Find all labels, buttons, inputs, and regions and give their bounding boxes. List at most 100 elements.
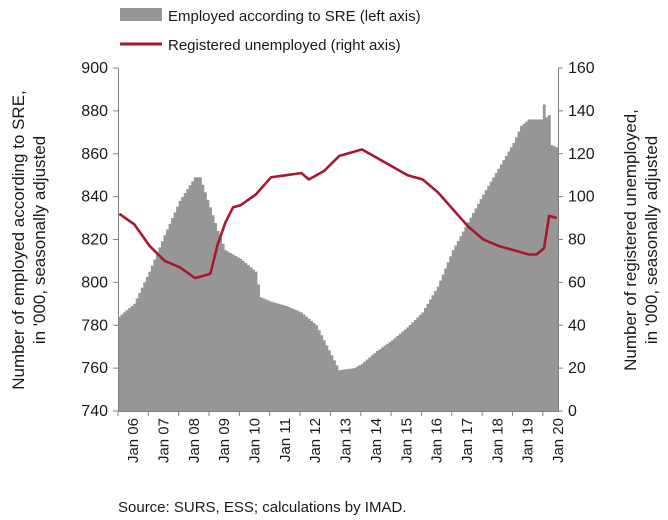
employed-bar — [214, 223, 217, 411]
employed-bar — [264, 299, 268, 411]
employed-bar — [451, 250, 455, 411]
employed-bar — [315, 325, 319, 411]
employed-bar — [466, 222, 470, 411]
employed-bar — [145, 277, 149, 411]
employed-bar — [168, 223, 172, 411]
employed-bar — [244, 263, 248, 411]
employed-bar — [181, 196, 185, 411]
left-tick-label: 840 — [81, 189, 108, 206]
employed-bar — [484, 190, 488, 411]
right-tick-label: 120 — [568, 146, 595, 163]
employed-bar — [246, 265, 250, 411]
left-tick-label: 820 — [81, 232, 108, 249]
employed-bar — [550, 145, 554, 411]
employed-bar — [221, 243, 225, 411]
employed-bar — [472, 213, 475, 411]
employed-bar — [540, 119, 544, 411]
employed-bar — [128, 308, 131, 411]
employed-bar — [378, 349, 382, 411]
employed-bar — [241, 260, 245, 411]
employed-bar — [423, 308, 427, 411]
employed-bar — [340, 369, 344, 411]
left-tick-label: 880 — [81, 103, 108, 120]
employed-bar — [239, 258, 243, 411]
legend-label-employed: Employed according to SRE (left axis) — [168, 8, 421, 25]
employed-bar — [196, 177, 200, 411]
employed-bar — [272, 302, 276, 411]
employed-bar — [325, 345, 329, 411]
employed-bar — [535, 119, 539, 411]
employed-bar — [135, 298, 139, 411]
employed-bar — [396, 335, 400, 411]
employed-bar — [267, 300, 271, 411]
employed-bar — [555, 147, 559, 411]
employed-bar — [193, 177, 197, 411]
employed-bar — [469, 217, 473, 411]
x-tick-label: Jan 13 — [338, 418, 355, 463]
employed-bar — [413, 319, 417, 411]
employed-bar — [282, 305, 286, 411]
employed-bar — [211, 215, 215, 411]
left-axis-ticks: 740 760 780 800 820 840 860 880 900 — [81, 60, 118, 420]
employed-bar — [439, 280, 443, 411]
employed-bar — [444, 268, 448, 411]
employed-bar — [477, 203, 480, 411]
employed-bar — [494, 173, 498, 411]
employed-bar — [365, 359, 369, 411]
x-tick-label: Jan 08 — [186, 418, 203, 463]
x-tick-label: Jan 11 — [277, 418, 294, 462]
right-tick-label: 20 — [568, 360, 586, 377]
employed-bar — [297, 311, 301, 411]
employed-bar — [259, 297, 263, 411]
employed-bar — [292, 309, 296, 411]
employed-bar — [552, 146, 556, 411]
employed-bar — [140, 287, 144, 411]
employed-bar — [150, 265, 154, 411]
employed-bar — [393, 338, 397, 411]
employed-bar — [155, 253, 159, 411]
employed-bar — [143, 282, 147, 412]
employed-bar — [312, 323, 316, 411]
employed-bar — [120, 314, 124, 411]
x-tick-label: Jan 19 — [520, 418, 537, 463]
right-axis-ticks: 0 20 40 60 80 100 120 140 160 — [558, 60, 595, 420]
left-axis-title-line2: in '000, seasonally adjusted — [30, 136, 49, 344]
employed-bar — [421, 312, 425, 411]
left-tick-label: 760 — [81, 360, 108, 377]
employed-bar — [254, 271, 258, 411]
employed-bar — [234, 255, 238, 411]
employed-bar — [456, 240, 460, 411]
legend-swatch-employed — [120, 8, 162, 21]
employed-bar — [398, 333, 402, 411]
employed-bar — [178, 200, 182, 411]
x-tick-label: Jan 09 — [216, 418, 233, 463]
left-tick-label: 780 — [81, 317, 108, 334]
employed-bar — [198, 177, 202, 411]
employed-bar — [176, 206, 180, 411]
employed-bar — [489, 181, 493, 411]
employed-bar — [429, 299, 432, 411]
employed-bar — [310, 320, 314, 411]
employed-bar — [249, 267, 253, 411]
employed-bar — [360, 363, 364, 411]
employed-bar — [236, 257, 240, 411]
employed-bar — [492, 177, 496, 411]
employed-bar — [327, 350, 331, 411]
employed-bar — [183, 193, 187, 411]
left-tick-label: 900 — [81, 60, 108, 77]
right-tick-label: 0 — [568, 403, 577, 420]
employed-bar — [504, 155, 508, 411]
right-tick-label: 140 — [568, 103, 595, 120]
employed-bar — [231, 254, 235, 411]
right-tick-label: 100 — [568, 189, 595, 206]
employed-bar — [289, 308, 293, 411]
employed-bar — [186, 189, 190, 411]
x-tick-label: Jan 12 — [307, 418, 324, 463]
employed-bar — [515, 137, 518, 411]
x-axis-ticks: Jan 06 Jan 07 Jan 08 Jan 09 Jan 10 Jan 11 Jan … — [117, 411, 567, 463]
employed-bar — [525, 121, 529, 411]
employed-bar — [375, 350, 379, 411]
employed-bar — [350, 368, 354, 411]
employed-bar — [502, 160, 506, 411]
employed-bar — [474, 208, 478, 411]
